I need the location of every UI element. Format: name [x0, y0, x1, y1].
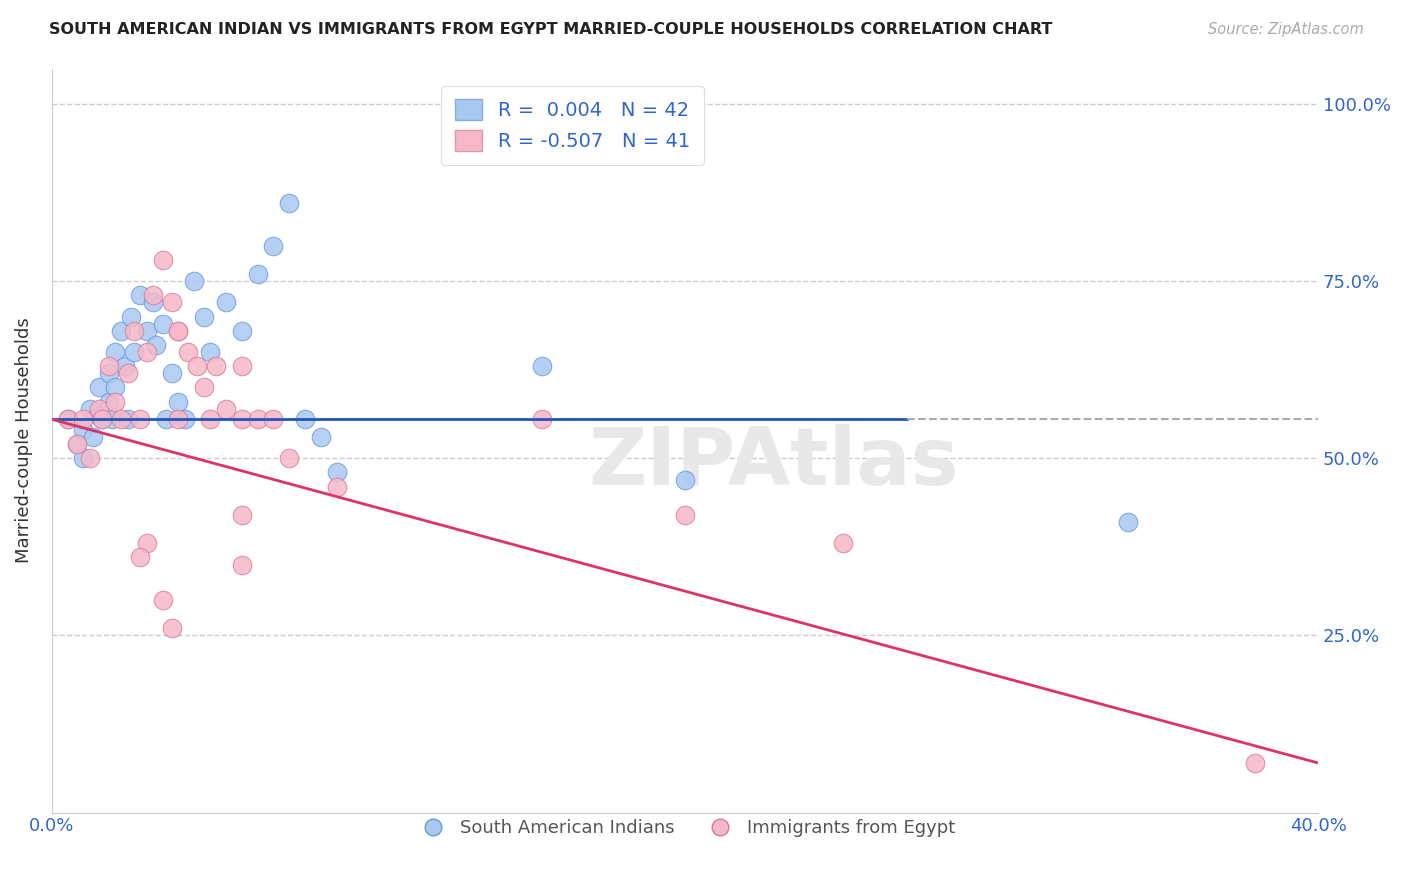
Point	[193, 380, 215, 394]
Point	[122, 345, 145, 359]
Text: Source: ZipAtlas.com: Source: ZipAtlas.com	[1208, 22, 1364, 37]
Text: SOUTH AMERICAN INDIAN VS IMMIGRANTS FROM EGYPT MARRIED-COUPLE HOUSEHOLDS CORRELA: SOUTH AMERICAN INDIAN VS IMMIGRANTS FROM…	[49, 22, 1053, 37]
Point	[531, 359, 554, 373]
Point	[110, 324, 132, 338]
Point	[129, 288, 152, 302]
Point	[278, 196, 301, 211]
Point	[120, 310, 142, 324]
Point	[325, 480, 347, 494]
Point	[66, 437, 89, 451]
Point	[193, 310, 215, 324]
Point	[231, 359, 253, 373]
Point	[309, 430, 332, 444]
Point	[97, 359, 120, 373]
Point	[231, 508, 253, 522]
Point	[117, 366, 139, 380]
Point	[183, 274, 205, 288]
Point	[135, 324, 157, 338]
Point	[117, 412, 139, 426]
Point	[72, 412, 94, 426]
Point	[246, 267, 269, 281]
Point	[198, 412, 221, 426]
Point	[114, 359, 136, 373]
Point	[167, 324, 190, 338]
Point	[215, 295, 238, 310]
Point	[160, 366, 183, 380]
Point	[325, 466, 347, 480]
Point	[231, 412, 253, 426]
Point	[167, 394, 190, 409]
Point	[142, 295, 165, 310]
Point	[129, 412, 152, 426]
Point	[173, 412, 195, 426]
Point	[1116, 515, 1139, 529]
Point	[673, 508, 696, 522]
Text: ZIPAtlas: ZIPAtlas	[588, 424, 959, 502]
Point	[160, 295, 183, 310]
Point	[160, 621, 183, 635]
Legend: South American Indians, Immigrants from Egypt: South American Indians, Immigrants from …	[408, 812, 962, 845]
Point	[186, 359, 208, 373]
Point	[135, 345, 157, 359]
Point	[82, 430, 104, 444]
Point	[142, 288, 165, 302]
Point	[262, 238, 284, 252]
Point	[152, 252, 174, 267]
Point	[97, 394, 120, 409]
Point	[104, 380, 127, 394]
Point	[145, 338, 167, 352]
Point	[231, 558, 253, 572]
Point	[66, 437, 89, 451]
Point	[155, 412, 177, 426]
Point	[89, 409, 111, 423]
Point	[177, 345, 200, 359]
Y-axis label: Married-couple Households: Married-couple Households	[15, 318, 32, 564]
Point	[152, 317, 174, 331]
Point	[104, 394, 127, 409]
Point	[167, 324, 190, 338]
Point	[122, 324, 145, 338]
Point	[79, 451, 101, 466]
Point	[89, 401, 111, 416]
Point	[231, 324, 253, 338]
Point	[72, 423, 94, 437]
Point	[91, 412, 114, 426]
Point	[97, 366, 120, 380]
Point	[79, 401, 101, 416]
Point	[129, 550, 152, 565]
Point	[198, 345, 221, 359]
Point	[89, 380, 111, 394]
Point	[205, 359, 228, 373]
Point	[101, 412, 124, 426]
Point	[104, 345, 127, 359]
Point	[278, 451, 301, 466]
Point	[215, 401, 238, 416]
Point	[832, 536, 855, 550]
Point	[262, 412, 284, 426]
Point	[72, 451, 94, 466]
Point	[152, 593, 174, 607]
Point	[56, 412, 79, 426]
Point	[673, 473, 696, 487]
Point	[1243, 756, 1265, 770]
Point	[56, 412, 79, 426]
Point	[135, 536, 157, 550]
Point	[531, 412, 554, 426]
Point	[91, 412, 114, 426]
Point	[167, 412, 190, 426]
Point	[110, 412, 132, 426]
Point	[246, 412, 269, 426]
Point	[294, 412, 316, 426]
